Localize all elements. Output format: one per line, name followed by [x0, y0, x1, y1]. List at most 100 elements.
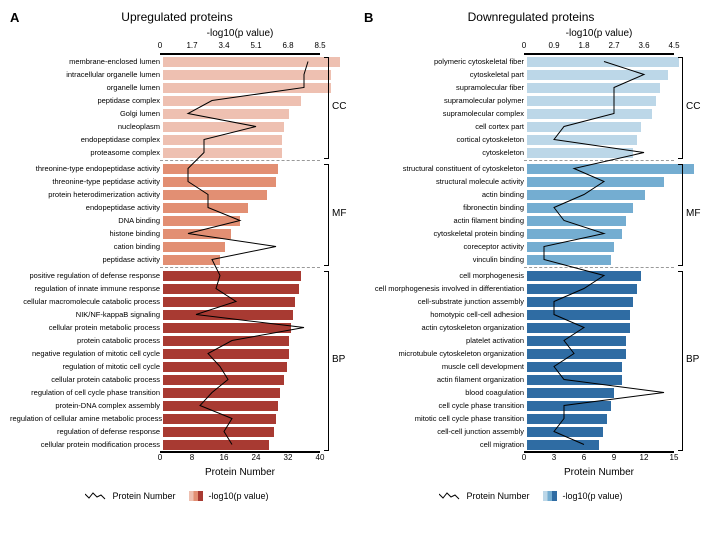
row-label: protein-DNA complex assembly: [10, 402, 163, 410]
tick: 32: [284, 453, 293, 462]
bar-area: [163, 122, 344, 132]
bar: [527, 164, 694, 174]
legend-line-icon: [439, 490, 461, 502]
data-row: platelet activation: [364, 334, 698, 347]
bar: [527, 401, 611, 411]
data-row: cortical cytoskeleton: [364, 133, 698, 146]
row-label: intracellular organelle lumen: [10, 71, 163, 79]
bar-area: [163, 229, 344, 239]
bar: [527, 216, 626, 226]
bar-area: [163, 109, 344, 119]
bar-area: [527, 375, 698, 385]
bar: [527, 440, 599, 450]
row-label: cortical cytoskeleton: [364, 136, 527, 144]
bar-area: [527, 70, 698, 80]
row-label: regulation of cellular amine metabolic p…: [10, 415, 163, 423]
row-label: membrane-enclosed lumen: [10, 58, 163, 66]
bar-area: [527, 297, 698, 307]
row-label: cellular protein catabolic process: [10, 376, 163, 384]
bar: [527, 57, 679, 67]
bar-area: [163, 177, 344, 187]
row-label: structural constituent of cytoskeleton: [364, 165, 527, 173]
bar-area: [527, 190, 698, 200]
top-axis-label: -log10(p value): [160, 28, 320, 39]
group-divider: [160, 160, 320, 161]
bar-area: [163, 164, 344, 174]
data-row: cell-substrate junction assembly: [364, 295, 698, 308]
row-label: microtubule cytoskeleton organization: [364, 350, 527, 358]
bar-area: [527, 427, 698, 437]
group-bracket: [678, 57, 683, 159]
bar-area: [527, 401, 698, 411]
row-label: protein heterodimerization activity: [10, 191, 163, 199]
top-ticks: 01.73.45.16.88.5: [160, 41, 320, 53]
bar-area: [527, 83, 698, 93]
legend-bar-label: -log10(p value): [208, 491, 268, 501]
row-label: actin cytoskeleton organization: [364, 324, 527, 332]
data-row: supramolecular fiber: [364, 81, 698, 94]
row-label: regulation of mitotic cell cycle: [10, 363, 163, 371]
bar: [163, 349, 289, 359]
data-row: endopeptidase activity: [10, 201, 344, 214]
bar-area: [163, 323, 344, 333]
legend-bar-label: -log10(p value): [562, 491, 622, 501]
bottom-ticks: 03691215: [524, 453, 674, 465]
bar-area: [527, 242, 698, 252]
bar: [163, 229, 231, 239]
row-label: cellular macromolecule catabolic process: [10, 298, 163, 306]
bar-area: [163, 271, 344, 281]
bar-area: [527, 271, 698, 281]
legend: Protein Number -log10(p value) Protein N…: [10, 490, 698, 502]
data-row: DNA binding: [10, 214, 344, 227]
legend-line-icon: [85, 490, 107, 502]
row-label: peptidase complex: [10, 97, 163, 105]
data-row: regulation of innate immune response: [10, 282, 344, 295]
bar: [527, 122, 641, 132]
bar-area: [527, 148, 698, 158]
bar: [163, 362, 287, 372]
data-row: actin binding: [364, 188, 698, 201]
bar: [527, 109, 652, 119]
bar-area: [163, 242, 344, 252]
panel-downregulated: BDownregulated proteins-log10(p value)00…: [364, 10, 698, 478]
bar-area: [163, 297, 344, 307]
row-label: supramolecular complex: [364, 110, 527, 118]
row-label: cytoskeletal protein binding: [364, 230, 527, 238]
bar-area: [163, 414, 344, 424]
bar: [163, 336, 289, 346]
row-label: regulation of cell cycle phase transitio…: [10, 389, 163, 397]
bar-area: [163, 362, 344, 372]
group-label: BP: [332, 354, 342, 365]
rows: membrane-enclosed lumen intracellular org…: [10, 55, 344, 451]
data-row: cytoskeletal protein binding: [364, 227, 698, 240]
group-label: BP: [686, 354, 696, 365]
bar: [527, 271, 641, 281]
tick: 8.5: [314, 41, 325, 50]
bar-area: [527, 96, 698, 106]
row-label: threonine-type peptidase activity: [10, 178, 163, 186]
data-row: cytoskeletal part: [364, 68, 698, 81]
bar: [527, 375, 622, 385]
row-label: threonine-type endopeptidase activity: [10, 165, 163, 173]
bar-area: [163, 349, 344, 359]
bar-area: [527, 164, 698, 174]
bar: [163, 216, 240, 226]
row-label: cell cycle phase transition: [364, 402, 527, 410]
bar: [163, 284, 299, 294]
bar: [163, 177, 276, 187]
tick: 15: [670, 453, 679, 462]
bar-area: [163, 284, 344, 294]
bar: [163, 96, 301, 106]
bar: [163, 297, 295, 307]
bar: [527, 148, 633, 158]
row-label: cell cortex part: [364, 123, 527, 131]
legend-bar-item: -log10(p value): [543, 491, 622, 501]
data-row: microtubule cytoskeleton organization: [364, 347, 698, 360]
bar-area: [527, 323, 698, 333]
row-label: peptidase activity: [10, 256, 163, 264]
legend-panel-B: Protein Number -log10(p value): [439, 490, 622, 502]
bar: [163, 190, 267, 200]
data-row: structural molecule activity: [364, 175, 698, 188]
tick: 0: [522, 453, 526, 462]
bar-area: [163, 336, 344, 346]
